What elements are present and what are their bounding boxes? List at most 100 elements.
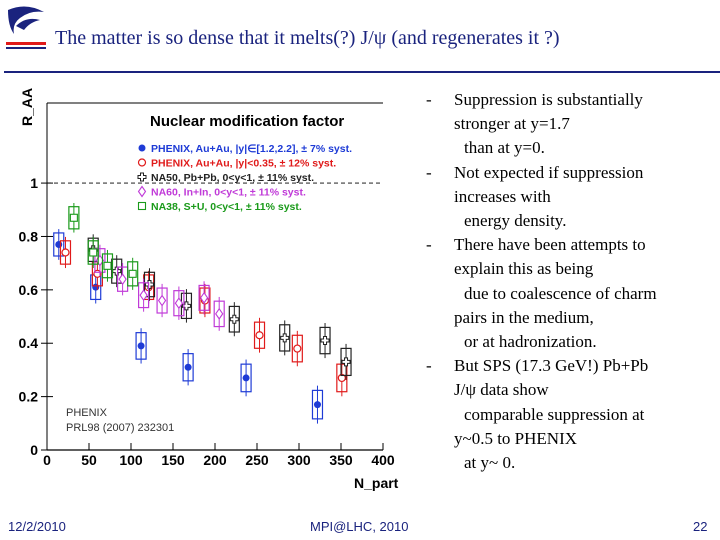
- bullet-line: explain this as being: [454, 259, 594, 279]
- syst-box: [213, 300, 225, 328]
- data-point: [61, 248, 70, 257]
- syst-box: [319, 326, 331, 355]
- data-point: [229, 314, 239, 324]
- bullet-item: - But SPS (17.3 GeV!) Pb+Pb J/ψ data sho…: [420, 354, 720, 475]
- syst-box: [240, 363, 252, 393]
- bullet-line: comparable suppression at: [464, 404, 645, 424]
- bullet-line: than at y=0.: [464, 138, 545, 158]
- syst-box: [279, 324, 291, 352]
- data-point: [242, 374, 250, 382]
- data-point: [137, 158, 147, 167]
- legend-entry: PHENIX, Au+Au, |y|<0.35, ± 12% syst.: [151, 158, 336, 170]
- series-group: [53, 229, 324, 424]
- legend-entry: NA60, In+In, 0<y<1, ± 11% syst.: [151, 187, 306, 199]
- data-point: [341, 357, 351, 367]
- x-axis-label: N_part: [354, 475, 399, 491]
- syst-box: [59, 240, 72, 265]
- syst-box: [228, 305, 240, 333]
- syst-box: [94, 248, 106, 273]
- legend-entry: NA38, S+U, 0<y<1, ± 11% syst.: [151, 201, 302, 213]
- syst-box: [199, 287, 211, 314]
- series-group: [68, 202, 139, 290]
- x-tick-label: 400: [371, 452, 395, 468]
- syst-box: [198, 284, 210, 311]
- footer-conference: MPI@LHC, 2010: [310, 519, 409, 534]
- chart-title: Nuclear modification factor: [150, 113, 344, 130]
- y-tick-label: 0.8: [19, 228, 39, 244]
- data-point: [280, 333, 290, 343]
- syst-box: [182, 353, 194, 382]
- syst-box: [111, 258, 123, 284]
- syst-box: [101, 253, 114, 279]
- university-logo: [6, 6, 46, 49]
- x-tick-label: 200: [203, 452, 227, 468]
- data-point: [199, 291, 209, 304]
- bullet-dash: -: [426, 356, 432, 376]
- legend-entry: NA50, Pb+Pb, 0<y<1, ± 11% syst.: [151, 172, 314, 184]
- x-tick-label: 300: [287, 452, 311, 468]
- data-point: [181, 301, 191, 311]
- syst-box: [143, 271, 156, 298]
- bullet-line: due to coalescence of charm: [464, 283, 657, 303]
- data-point: [184, 363, 192, 371]
- bullet-item: - There have been attempts to explain th…: [420, 233, 720, 354]
- bullet-dash: -: [426, 162, 432, 182]
- data-point: [89, 248, 98, 257]
- y-tick-label: 0.4: [19, 335, 39, 351]
- data-point: [137, 201, 147, 211]
- data-point: [255, 331, 264, 340]
- data-point: [215, 307, 224, 320]
- data-point: [69, 213, 78, 222]
- bullet-dash: -: [426, 235, 432, 255]
- slide-title: The matter is so dense that it melts(?) …: [55, 27, 560, 49]
- bullet-line: increases with: [454, 186, 551, 206]
- bullet-line: energy density.: [464, 211, 567, 231]
- page-number: 22: [693, 519, 708, 534]
- data-point: [144, 280, 154, 290]
- syst-box: [180, 292, 193, 320]
- syst-box: [336, 363, 348, 393]
- data-point: [139, 289, 148, 302]
- bullet-line: But SPS (17.3 GeV!) Pb+Pb: [454, 356, 649, 376]
- syst-box: [340, 347, 352, 377]
- data-point: [137, 342, 145, 350]
- y-tick-label: 0.2: [19, 389, 39, 405]
- y-axis-label: R_AA: [19, 88, 35, 126]
- syst-box: [68, 206, 80, 230]
- data-point: [137, 172, 147, 182]
- syst-box: [291, 334, 303, 363]
- x-tick-label: 350: [329, 452, 353, 468]
- syst-box: [127, 261, 139, 287]
- data-point: [320, 336, 330, 346]
- bullet-list: - Suppression is substantially stronger …: [420, 88, 720, 475]
- bullet-line: at y~ 0.: [464, 453, 516, 473]
- title-divider: [4, 71, 720, 73]
- footer-date: 12/2/2010: [8, 519, 66, 534]
- bullet-line: y~0.5 to PHENIX: [454, 428, 578, 448]
- bullet-line: or at hadronization.: [464, 332, 597, 352]
- data-point: [337, 373, 346, 383]
- data-point: [157, 294, 167, 307]
- syst-box: [53, 232, 65, 257]
- bullet-line: J/ψ data show: [454, 380, 549, 400]
- y-tick-label: 1: [30, 175, 38, 191]
- data-point: [174, 297, 184, 310]
- annotation-line-1: PHENIX: [66, 407, 108, 419]
- data-point: [112, 266, 122, 276]
- x-tick-label: 0: [43, 452, 51, 468]
- syst-box: [311, 389, 324, 420]
- annotation-line-2: PRL98 (2007) 232301: [66, 422, 174, 434]
- data-point: [137, 185, 147, 198]
- syst-box: [138, 282, 150, 309]
- y-tick-label: 0: [30, 442, 38, 458]
- data-point: [293, 344, 302, 353]
- bullet-item: - Not expected if suppression increases …: [420, 161, 720, 234]
- bullet-line: stronger at y=1.7: [454, 114, 570, 134]
- syst-box: [87, 240, 99, 265]
- bullet-line: pairs in the medium,: [454, 307, 594, 327]
- syst-box: [156, 287, 168, 314]
- data-point: [128, 269, 137, 278]
- bullet-line: There have been attempts to: [454, 235, 646, 255]
- raa-chart: Nuclear modification factor R_AA N_part …: [19, 88, 399, 491]
- data-point: [138, 144, 146, 152]
